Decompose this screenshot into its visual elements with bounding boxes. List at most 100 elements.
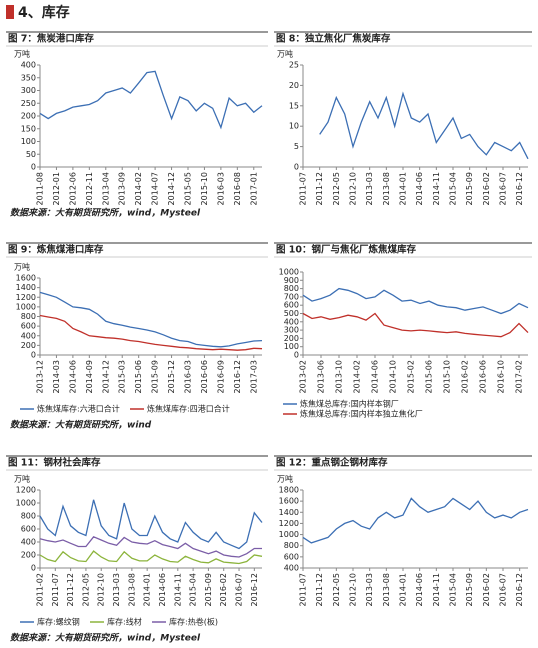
- series-line: [302, 497, 529, 544]
- legend-label: 炼焦煤总库存:国内样本钢厂: [300, 399, 399, 409]
- x-tick-label: 2015-09: [204, 573, 213, 606]
- y-tick-label: 200: [21, 551, 36, 560]
- x-tick-label: 2012-01: [52, 172, 61, 205]
- x-tick-label: 2016-07: [499, 172, 508, 205]
- x-tick-label: 2011-08: [36, 172, 45, 205]
- y-tick-label: 800: [284, 541, 299, 550]
- y-tick-label: 400: [284, 564, 299, 573]
- y-tick-label: 500: [284, 309, 299, 318]
- y-tick-label: 50: [26, 150, 36, 159]
- x-tick-label: 2015-10: [200, 172, 209, 205]
- x-tick-label: 2017-01: [249, 172, 258, 205]
- section-marker: [6, 5, 14, 19]
- y-tick-label: 0: [294, 163, 299, 172]
- y-tick-label: 1200: [16, 293, 36, 302]
- x-tick-label: 2015-04: [449, 172, 458, 205]
- y-tick-label: 200: [21, 112, 36, 121]
- y-tick-label: 0: [294, 351, 299, 360]
- chart-title: 图 9：炼焦煤港口库存: [8, 244, 104, 256]
- y-tick-label: 600: [21, 525, 36, 534]
- x-tick-label: 2015-10: [443, 360, 452, 393]
- y-tick-label: 350: [21, 73, 36, 82]
- x-tick-label: 2016-10: [497, 360, 506, 393]
- x-tick-label: 2016-12: [250, 573, 259, 606]
- x-tick-label: 2016-06: [200, 360, 209, 393]
- x-tick-label: 2014-10: [389, 360, 398, 393]
- x-tick-label: 2013-03: [365, 172, 374, 205]
- x-tick-label: 2012-05: [81, 573, 90, 606]
- x-tick-label: 2016-02: [461, 360, 470, 393]
- x-tick-label: 2014-11: [173, 573, 182, 606]
- y-tick-label: 1200: [16, 486, 36, 495]
- source: 数据来源：大有期货研究所，wind，Mysteel: [10, 208, 201, 219]
- y-tick-label: 100: [21, 137, 36, 146]
- y-tick-label: 0: [31, 163, 36, 172]
- chart-title: 图 12：重点钢企钢材库存: [276, 457, 388, 469]
- x-tick-label: 2015-06: [134, 360, 143, 393]
- x-tick-label: 2014-06: [158, 573, 167, 606]
- y-tick-label: 20: [289, 81, 299, 90]
- x-tick-label: 2011-07: [299, 573, 308, 606]
- x-tick-label: 2014-12: [167, 172, 176, 205]
- unit-label: 万吨: [14, 262, 30, 272]
- x-tick-label: 2016-03: [216, 172, 225, 205]
- series-line: [39, 536, 262, 558]
- x-tick-label: 2014-03: [52, 360, 61, 393]
- x-tick-label: 2015-09: [465, 573, 474, 606]
- x-tick-label: 2013-03: [365, 573, 374, 606]
- legend-label: 炼焦煤库存:六港口合计: [37, 404, 120, 414]
- chart-title: 图 11：钢材社会库存: [8, 457, 101, 469]
- series-line: [39, 550, 263, 565]
- x-tick-label: 2014-06: [371, 360, 380, 393]
- x-tick-label: 2014-12: [101, 360, 110, 393]
- x-tick-label: 2016-07: [499, 573, 508, 606]
- x-tick-label: 2016-02: [482, 172, 491, 205]
- series-line: [39, 499, 263, 550]
- x-tick-label: 2016-08: [233, 172, 242, 205]
- y-tick-label: 900: [284, 276, 299, 285]
- unit-label: 万吨: [277, 474, 293, 484]
- x-tick-label: 2017-03: [249, 360, 258, 393]
- x-tick-label: 2015-12: [167, 360, 176, 393]
- y-tick-label: 400: [21, 61, 36, 70]
- x-tick-label: 2011-12: [66, 573, 75, 606]
- legend-label: 炼焦煤总库存:国内样本独立焦化厂: [300, 409, 423, 419]
- unit-label: 万吨: [14, 49, 30, 59]
- y-tick-label: 1000: [279, 268, 299, 277]
- x-tick-label: 2013-04: [101, 172, 110, 205]
- y-tick-label: 300: [21, 86, 36, 95]
- x-tick-label: 2015-04: [189, 573, 198, 606]
- x-tick-label: 2014-07: [151, 172, 160, 205]
- y-tick-label: 1400: [279, 508, 299, 517]
- chart-title: 图 7：焦炭港口库存: [8, 33, 94, 45]
- x-tick-label: 2011-12: [315, 573, 324, 606]
- x-tick-label: 2011-12: [315, 172, 324, 205]
- unit-label: 万吨: [14, 474, 30, 484]
- legend-label: 库存:线材: [107, 617, 142, 627]
- legend-label: 库存:螺纹钢: [37, 617, 80, 627]
- section-title: 4、库存: [18, 4, 70, 21]
- x-tick-label: 2016-12: [515, 172, 524, 205]
- x-tick-label: 2011-07: [51, 573, 60, 606]
- y-tick-label: 15: [289, 101, 299, 110]
- x-tick-label: 2015-04: [449, 573, 458, 606]
- x-tick-label: 2016-06: [479, 360, 488, 393]
- x-tick-label: 2014-01: [143, 573, 152, 606]
- x-tick-label: 2016-02: [219, 573, 228, 606]
- y-tick-label: 25: [289, 61, 299, 70]
- x-tick-label: 2015-09: [465, 172, 474, 205]
- x-tick-label: 2012-06: [68, 172, 77, 205]
- x-tick-label: 2012-10: [349, 172, 358, 205]
- y-tick-label: 0: [31, 351, 36, 360]
- chart-title: 图 8：独立焦化厂焦炭库存: [276, 33, 391, 45]
- y-tick-label: 200: [21, 341, 36, 350]
- y-tick-label: 1800: [279, 486, 299, 495]
- x-tick-label: 2014-02: [134, 172, 143, 205]
- y-tick-label: 10: [289, 122, 299, 131]
- x-tick-label: 2013-06: [317, 360, 326, 393]
- y-tick-label: 600: [21, 322, 36, 331]
- x-tick-label: 2014-06: [415, 573, 424, 606]
- x-tick-label: 2015-06: [425, 360, 434, 393]
- y-tick-label: 1000: [16, 302, 36, 311]
